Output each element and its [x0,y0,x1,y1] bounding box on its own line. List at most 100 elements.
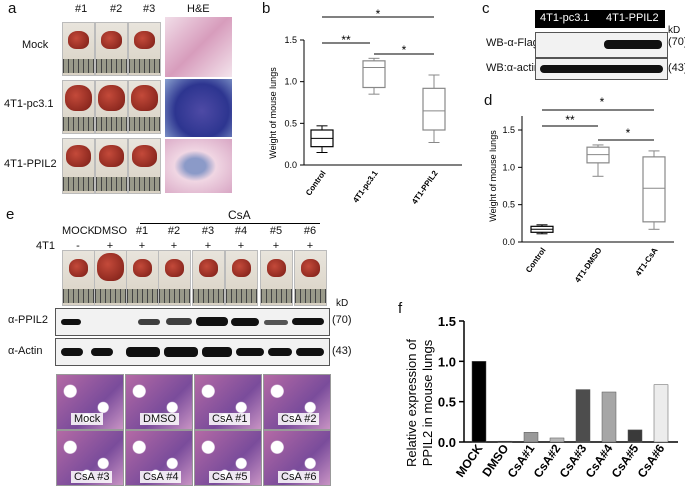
panel-e-4t1-label: 4T1 [36,240,55,252]
panel-c-blot-actin [535,58,668,80]
panel-e-histo-caption: CsA #3 [71,471,113,483]
panel-c-row-actin: WB:α-actin [486,62,541,74]
panel-e-sign-7: + [306,240,314,252]
panel-e-blot-actin [55,338,330,366]
panel-f-chart: Relative expression of PPIL2 in mouse lu… [404,314,678,480]
panel-e-histology-grid: Mock DMSO CsA #1 CsA #2 CsA #3 CsA #4 CsA #5 Cs… [56,374,331,488]
panel-e-col-2: #1 [135,225,149,237]
panel-f-bar-csa-3 [575,389,591,443]
panel-c-header-pc31: 4T1-pc3.1 [540,12,590,24]
panel-f-bar-csa-6 [653,384,669,443]
panel-b-xtick-label: 4T1-PPIL2 [410,169,440,206]
panel-e-col-7: #6 [303,225,317,237]
panel-d-box-0 [530,224,554,235]
panel-e-histo-1: DMSO [125,374,193,430]
panel-e-histo-caption: CsA #2 [278,413,320,425]
panel-d-xtick-label: Control [524,246,548,274]
panel-e-histo-caption: CsA #4 [140,471,182,483]
panel-d-box-2 [642,150,666,230]
panel-e-lung-photo-3 [158,250,191,306]
col-header-1: #1 [75,3,88,15]
row-label-4t1-ppil2: 4T1-PPIL2 [4,158,57,170]
panel-b-box-rect [362,60,386,89]
panel-e-histo-3: CsA #2 [263,374,331,430]
panel-e-blot-ppil2 [55,308,330,336]
panel-b-box-rect [422,87,446,131]
panel-b-significance: * ** * [322,8,434,57]
panel-b-box-0 [310,125,334,153]
panel-e-lung-photo-7 [294,250,327,306]
panel-d-ytick-label: 0.0 [502,237,515,247]
panel-e-histo-caption: DMSO [140,413,179,425]
lung-photo-mock-2 [95,22,128,76]
panel-f-ylabel-line2: PPIL2 in mouse lungs [420,339,435,466]
panel-f-bar-mock [471,361,487,443]
panel-e-col-3: #2 [167,225,181,237]
panel-b-ytick-label: 1.5 [284,35,297,45]
panel-c-blot-flag [535,32,668,58]
panel-b-ytick-label: 0.5 [284,118,297,128]
panel-e-blot-label-ppil2: α-PPIL2 [8,314,48,326]
sig-b-ctrl-pc31: ** [341,33,351,47]
panel-d-xtick-label: 4T1-CsA [634,246,660,278]
panel-e-sign-5: + [237,240,245,252]
panel-d-box-rect [642,156,666,223]
panel-e-column-headers: MOCK DMSO #1 #2 #3 #4 #5 #6 [0,225,330,239]
panel-e-histo-7: CsA #6 [263,430,331,486]
sig-b-ctrl-ppil2: * [376,8,381,21]
col-header-he: H&E [187,3,210,15]
panel-e-sign-row: - + + + + + + + [0,238,330,252]
panel-f-bar-csa-1 [523,432,539,443]
panel-c-header-bar [535,10,665,28]
panel-f-bar-dmso [497,440,513,443]
panel-f-bar-csa-2 [549,437,565,443]
panel-b-ylabel: Weight of mouse lungs [268,67,278,159]
panel-c-kd-actin: (43) [668,62,685,74]
panel-e-histo-0: Mock [56,374,124,430]
panel-d-ytick-label: 1.5 [502,125,515,135]
panel-e-sign-2: + [138,240,146,252]
lung-photo-mock-1 [62,22,95,76]
panel-e-col-0: MOCK [62,225,95,237]
lung-photo-mock-3 [128,22,161,76]
lung-photo-ppil2-1 [62,138,95,194]
lung-photo-ppil2-3 [128,138,161,194]
panel-f-ytick-label: 1.0 [438,354,456,369]
panel-f-ylabel-line1: Relative expression of [404,339,419,467]
panel-d-significance: * ** * [542,96,654,141]
panel-e-sign-1: + [106,240,114,252]
panel-b-ytick-label: 1.0 [284,77,297,87]
panel-e-col-4: #3 [201,225,215,237]
panel-e-histo-caption: CsA #5 [209,471,251,483]
panel-e-histo-caption: Mock [71,413,104,425]
panel-label-e: e [6,206,15,223]
panel-b-xtick-label: Control [304,169,328,197]
panel-d-ytick-label: 0.5 [502,200,515,210]
sig-d-ctrl-dmso: ** [565,113,575,127]
panel-e-col-6: #5 [269,225,283,237]
lung-photo-ppil2-2 [95,138,128,194]
panel-e-sign-0: - [76,240,80,252]
panel-f-xtick-label: CsA#6 [635,441,668,480]
panel-e-kd-ppil2: (70) [332,314,352,326]
panel-f-ytick-label: 1.5 [438,314,456,329]
panel-label-a: a [8,0,17,17]
panel-e-sign-3: + [170,240,178,252]
panel-c-kd-flag: (70) [668,36,685,48]
panel-e-lung-photo-2 [126,250,159,306]
panel-label-c: c [482,0,490,17]
panel-d-ylabel: Weight of mouse lungs [488,130,498,222]
panel-label-b: b [262,0,271,17]
he-image-ppil2 [165,139,232,193]
panel-d-box-1 [586,144,610,177]
row-label-4t1-pc31: 4T1-pc3.1 [4,98,54,110]
panel-d-xtick-label: 4T1-DMSO [573,246,604,284]
panel-e-histo-6: CsA #5 [194,430,262,486]
he-image-pc31 [165,79,232,137]
panel-e-lung-photo-0 [62,250,95,306]
panel-label-d: d [484,92,493,109]
panel-e-histo-2: CsA #1 [194,374,262,430]
panel-b-box-1 [362,57,386,95]
panel-e-sign-4: + [204,240,212,252]
panel-b-axis [303,40,462,166]
